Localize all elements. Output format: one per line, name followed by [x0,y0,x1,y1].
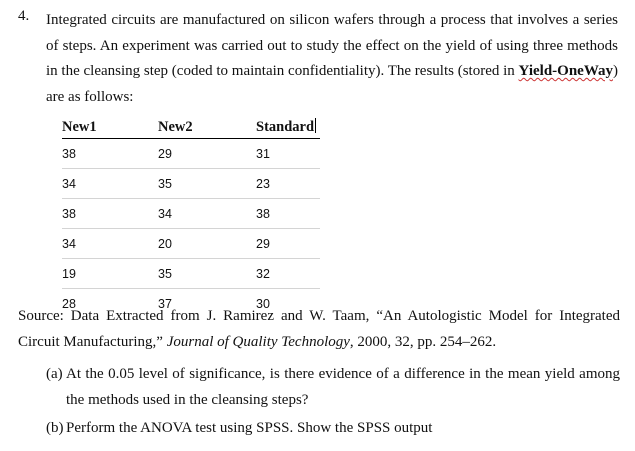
table-cell: 20 [158,228,256,259]
source-tail: , 2000, 32, pp. 254–262. [349,333,497,350]
table-row: 19 35 32 [62,258,320,289]
table-header-row: New1 New2 Standard [62,114,320,139]
data-file-name: Yield-OneWay [518,63,613,79]
table-cell: 35 [158,168,256,199]
table-cell: 38 [62,138,158,169]
part-a-text: At the 0.05 level of significance, is th… [66,366,620,408]
table-row: 34 35 23 [62,168,320,199]
column-header-new2: New2 [158,114,256,139]
table-cell: 32 [256,258,320,289]
question-intro-end: ) are as follows: [46,63,618,105]
column-header-standard: Standard [256,114,320,139]
question-paragraph: Integrated circuits are manufactured on … [46,8,618,110]
part-b-text: Perform the ANOVA test using SPSS. Show … [66,420,433,436]
journal-name: Journal of Quality Technology [166,333,350,350]
table-cell: 28 [62,296,76,311]
source-citation: Source: Data Extracted from J. Ramirez a… [18,304,620,355]
table-row: 28 37 30 [62,289,320,319]
text-cursor [315,118,317,133]
table-row: 38 34 38 [62,198,320,229]
column-header-new1: New1 [62,114,158,139]
source-lead: Source: Data Extracted from J. Ramirez a… [18,308,620,350]
table-cell: 29 [158,138,256,169]
table-cell: 38 [62,198,158,229]
table-cell: 37 [158,296,172,311]
table-cell: 29 [256,228,320,259]
table-cell: 34 [62,228,158,259]
table-cell: 30 [256,296,270,311]
table-cell: 34 [158,198,256,229]
table-row: 34 20 29 [62,228,320,259]
table-row: 38 29 31 [62,138,320,169]
part-b: (b) Perform the ANOVA test using SPSS. S… [46,416,620,442]
table-cell: 38 [256,198,320,229]
table-cell: 19 [62,258,158,289]
part-a-label: (a) [46,366,63,382]
table-cell: 34 [62,168,158,199]
part-a: (a) At the 0.05 level of significance, i… [46,362,620,413]
part-b-label: (b) [46,420,64,436]
question-intro: Integrated circuits are manufactured on … [46,12,618,79]
question-number: 4. [18,8,30,24]
table-cell: 23 [256,168,320,199]
table-cell: 35 [158,258,256,289]
yield-data-table: New1 New2 Standard 38 29 31 34 35 23 38 … [62,114,320,318]
table-cell: 31 [256,138,320,169]
